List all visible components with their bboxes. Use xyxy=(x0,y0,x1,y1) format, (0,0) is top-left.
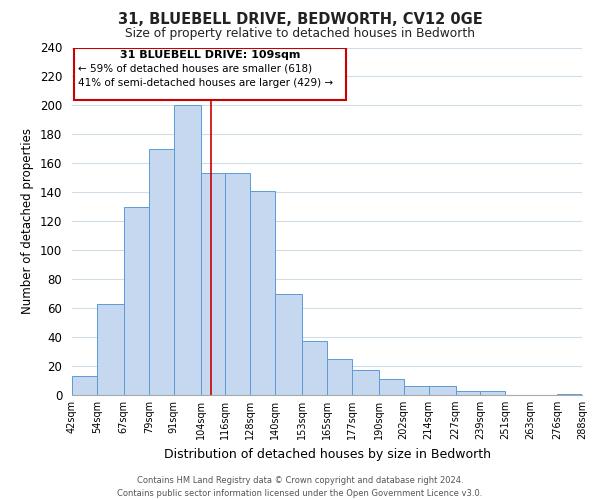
Bar xyxy=(557,394,582,395)
Text: 31 BLUEBELL DRIVE: 109sqm: 31 BLUEBELL DRIVE: 109sqm xyxy=(119,50,300,60)
Bar xyxy=(124,207,149,395)
Bar xyxy=(200,174,226,395)
Bar xyxy=(226,174,250,395)
Bar xyxy=(275,294,302,395)
Text: Size of property relative to detached houses in Bedworth: Size of property relative to detached ho… xyxy=(125,28,475,40)
Bar xyxy=(250,191,275,395)
Bar xyxy=(379,379,404,395)
Text: Contains HM Land Registry data © Crown copyright and database right 2024.
Contai: Contains HM Land Registry data © Crown c… xyxy=(118,476,482,498)
X-axis label: Distribution of detached houses by size in Bedworth: Distribution of detached houses by size … xyxy=(163,448,491,460)
Bar xyxy=(302,342,327,395)
Bar xyxy=(149,149,173,395)
Text: 41% of semi-detached houses are larger (429) →: 41% of semi-detached houses are larger (… xyxy=(78,78,334,88)
Bar xyxy=(481,390,505,395)
Bar xyxy=(97,304,124,395)
Text: 31, BLUEBELL DRIVE, BEDWORTH, CV12 0GE: 31, BLUEBELL DRIVE, BEDWORTH, CV12 0GE xyxy=(118,12,482,28)
Bar xyxy=(428,386,455,395)
Bar xyxy=(352,370,379,395)
Bar xyxy=(327,359,352,395)
Text: ← 59% of detached houses are smaller (618): ← 59% of detached houses are smaller (61… xyxy=(78,64,313,74)
Y-axis label: Number of detached properties: Number of detached properties xyxy=(22,128,34,314)
Bar xyxy=(74,48,346,100)
Bar xyxy=(173,106,200,395)
Bar xyxy=(72,376,97,395)
Bar xyxy=(404,386,428,395)
Bar xyxy=(455,390,481,395)
